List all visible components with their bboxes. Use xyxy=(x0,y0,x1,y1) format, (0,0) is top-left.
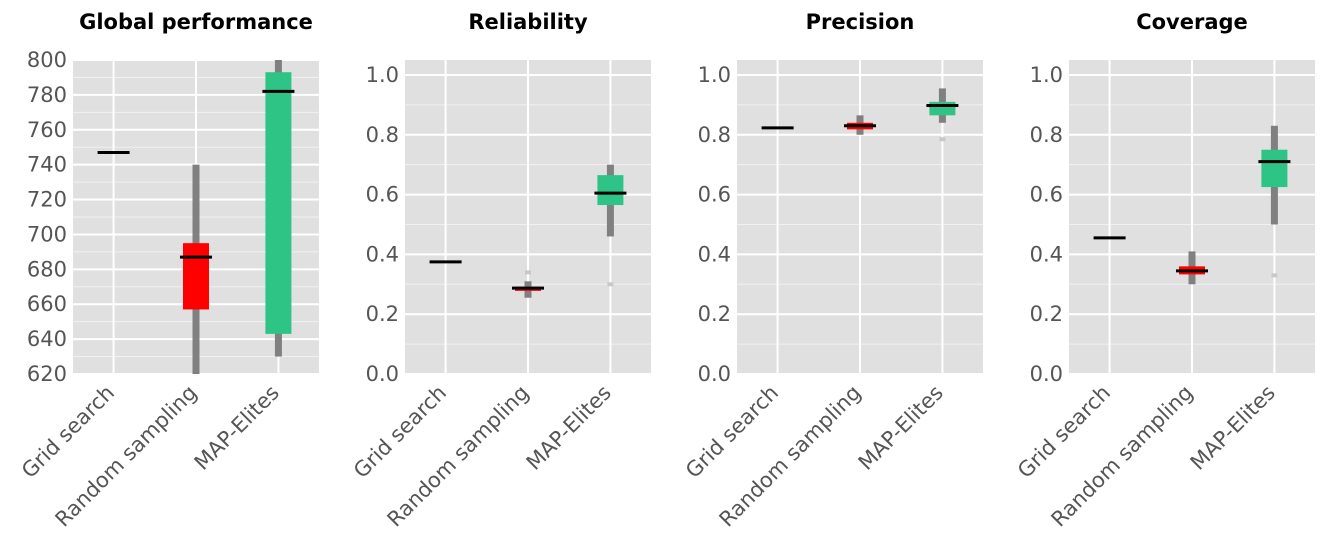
panel-4-ytick-label: 0.8 xyxy=(1030,123,1063,147)
panel-2-ytick-label: 0.8 xyxy=(366,123,399,147)
panel-4-outlier xyxy=(1271,273,1278,278)
panel-3-title: Precision xyxy=(806,10,915,34)
panel-1-xtick-label: MAP-Elites xyxy=(190,381,284,475)
panel-1-title: Global performance xyxy=(79,10,313,34)
panel-3-xtick-label: MAP-Elites xyxy=(854,381,948,475)
panel-4-xtick-label: MAP-Elites xyxy=(1186,381,1280,475)
panel-4-ytick-label: 1.0 xyxy=(1030,63,1063,87)
panel-3-ytick-label: 0.0 xyxy=(698,362,731,386)
panel-3-outlier xyxy=(939,137,946,142)
panel-3-ytick-label: 0.6 xyxy=(698,183,731,207)
panel-1-xtick-label: Random sampling xyxy=(51,381,202,532)
panel-2-box xyxy=(597,175,624,206)
panel-3-ytick-label: 0.2 xyxy=(698,302,731,326)
panel-1-box xyxy=(265,72,292,334)
panel-1-ytick-label: 800 xyxy=(27,48,67,72)
panel-4-ytick-label: 0.6 xyxy=(1030,183,1063,207)
panel-4-title: Coverage xyxy=(1136,10,1248,34)
panel-1-ytick-label: 740 xyxy=(27,153,67,177)
panel-4-ytick-label: 0.4 xyxy=(1030,242,1063,266)
panel-4-ytick-label: 0.2 xyxy=(1030,302,1063,326)
panel-1-ytick-label: 780 xyxy=(27,83,67,107)
panel-3-box xyxy=(929,101,956,116)
panel-1-ytick-label: 640 xyxy=(27,327,67,351)
panel-1-ytick-label: 720 xyxy=(27,188,67,212)
panel-1-ytick-label: 700 xyxy=(27,222,67,246)
panel-4-xtick-label: Random sampling xyxy=(1047,381,1198,532)
panel-2-outlier xyxy=(525,270,531,275)
panel-2-outlier xyxy=(607,282,614,287)
panel-1-ytick-label: 660 xyxy=(27,292,67,316)
panel-2-xtick-label: MAP-Elites xyxy=(522,381,616,475)
panel-2-ytick-label: 0.0 xyxy=(366,362,399,386)
panel-2-ytick-label: 0.6 xyxy=(366,183,399,207)
panel-1-ytick-label: 680 xyxy=(27,257,67,281)
panel-3-ytick-label: 1.0 xyxy=(698,63,731,87)
panel-2-ytick-label: 1.0 xyxy=(366,63,399,87)
panel-3-ytick-label: 0.8 xyxy=(698,123,731,147)
panel-4-ytick-label: 0.0 xyxy=(1030,362,1063,386)
panel-2-ytick-label: 0.2 xyxy=(366,302,399,326)
panel-3-xtick-label: Random sampling xyxy=(715,381,866,532)
panel-1-ytick-label: 760 xyxy=(27,118,67,142)
panel-2-ytick-label: 0.4 xyxy=(366,242,399,266)
panel-1-box xyxy=(183,243,209,310)
panel-1-ytick-label: 620 xyxy=(27,362,67,386)
panel-2-xtick-label: Random sampling xyxy=(383,381,534,532)
panel-4-box xyxy=(1261,149,1288,188)
panel-2-title: Reliability xyxy=(468,10,588,34)
panel-3-ytick-label: 0.4 xyxy=(698,242,731,266)
